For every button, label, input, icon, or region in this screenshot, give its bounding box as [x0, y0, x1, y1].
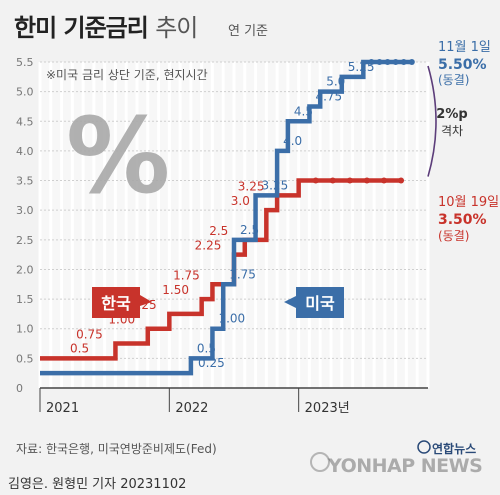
data-label: 0.75 — [76, 328, 103, 342]
hold-dot — [392, 59, 399, 65]
y-tick-label: 3.0 — [16, 204, 34, 217]
data-label: 5.25 — [348, 60, 375, 74]
globe-watermark-icon — [310, 452, 330, 472]
hold-dot — [398, 177, 405, 184]
y-tick-label: 1.5 — [16, 293, 34, 306]
y-tick-label: 5.5 — [16, 56, 34, 69]
y-tick-label: 2.5 — [16, 234, 34, 247]
legend-bubble-korea: 한국 — [92, 287, 152, 318]
data-label: 4.5 — [294, 104, 313, 118]
logo-english: YONHAP NEWS — [328, 455, 483, 477]
y-axis: 0 0.5 1.0 1.5 2.0 2.5 3.0 3.5 4.0 4.5 5.0 5.5 — [16, 56, 34, 395]
y-tick-label: 2.0 — [16, 263, 34, 276]
end-date-korea: 10월 19일 — [438, 195, 499, 210]
legend-label-usa: 미국 — [305, 294, 335, 313]
end-value-korea: 3.50% — [438, 212, 487, 228]
data-label: 5.0 — [326, 75, 345, 89]
globe-icon — [417, 440, 431, 454]
y-tick-label: 4.0 — [16, 145, 34, 158]
y-tick-label: 3.5 — [16, 175, 34, 188]
data-label: 2.5 — [209, 224, 228, 238]
hold-dot — [376, 59, 383, 65]
title-bold: 한미 기준금리 — [14, 14, 149, 42]
legend-bubble-shape — [284, 287, 344, 318]
percent-icon: % — [66, 95, 170, 217]
hold-dot — [368, 59, 375, 65]
source-text: 자료: 한국은행, 미국연방준비제도(Fed) — [16, 442, 217, 456]
credit-text: 김영은. 원형민 기자 20231102 — [8, 477, 187, 492]
x-tick-label: 2021 — [46, 401, 79, 416]
y-tick-label: 0 — [16, 382, 23, 395]
end-date-usa: 11월 1일 — [438, 40, 491, 55]
data-labels: 0.50.751.001.251.501.752.252.53.03.250.2… — [70, 60, 374, 370]
y-tick-label: 1.0 — [16, 323, 34, 336]
hold-dot — [408, 59, 415, 65]
gap-text: 격차 — [441, 124, 463, 138]
series-line-미국 — [40, 59, 412, 376]
gap-bracket — [427, 65, 437, 177]
data-label: 3.25 — [262, 178, 289, 192]
legend-label-korea: 한국 — [101, 294, 131, 313]
data-label: 0.5 — [70, 341, 89, 355]
data-label: 1.75 — [173, 268, 200, 282]
chart-note: ※미국 금리 상단 기준, 현지시간 — [46, 68, 208, 82]
logo-korean: 연합뉴스 — [432, 442, 477, 456]
y-tick-label: 4.5 — [16, 115, 34, 128]
series-layer — [40, 59, 415, 376]
page-title: 한미 기준금리 추이 — [14, 8, 198, 43]
y-tick-label: 0.5 — [16, 352, 34, 365]
gap-value: 2%p — [436, 107, 467, 122]
legend-bubble-shape — [92, 287, 152, 318]
data-label: 1.00 — [218, 312, 245, 326]
end-status-usa: (동결) — [438, 73, 469, 87]
data-label: 4.0 — [283, 134, 302, 148]
data-label: 1.75 — [229, 267, 256, 281]
hold-dot — [312, 177, 319, 184]
percent-icon: % — [66, 95, 170, 217]
hold-dot — [380, 177, 387, 184]
hold-dot — [329, 177, 336, 184]
data-label: 4.75 — [315, 89, 342, 103]
data-label: 1.50 — [162, 283, 189, 297]
title-light: 추이 — [155, 14, 198, 42]
grid — [38, 61, 430, 389]
hold-dot — [384, 59, 391, 65]
end-value-usa: 5.50% — [438, 57, 487, 73]
legend-bubble-usa: 미국 — [284, 287, 344, 318]
data-label: 0.5 — [197, 341, 216, 355]
data-label: 0.25 — [198, 356, 225, 370]
data-label: 3.0 — [231, 194, 250, 208]
data-label: 2.5 — [240, 223, 259, 237]
end-status-korea: (동결) — [438, 229, 469, 243]
hold-dot — [346, 177, 353, 184]
x-tick-label: 2022 — [175, 401, 208, 416]
data-label: 3.25 — [238, 179, 265, 193]
x-axis: 2021 2022 2023년 — [39, 387, 428, 416]
hold-dot — [363, 177, 370, 184]
hold-dot — [400, 59, 407, 65]
unit-label: 연 기준 — [228, 24, 269, 39]
x-tick-label: 2023년 — [305, 401, 350, 416]
data-label: 2.25 — [195, 239, 222, 253]
y-tick-label: 5.0 — [16, 86, 34, 99]
